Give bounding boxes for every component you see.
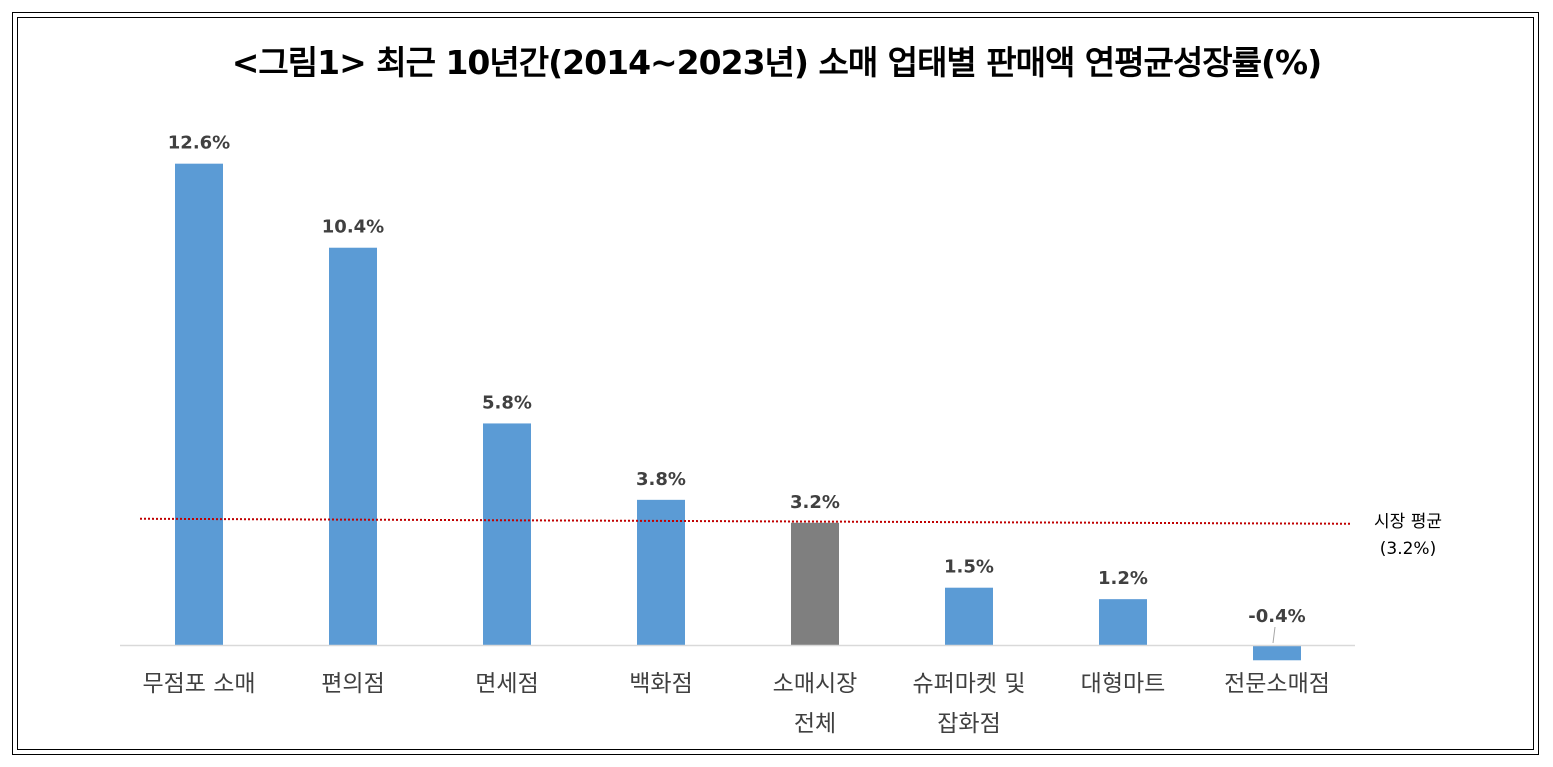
- value-label-4: 3.2%: [790, 492, 840, 513]
- category-label-2-0: 면세점: [475, 671, 538, 697]
- value-label-6: 1.2%: [1098, 568, 1148, 589]
- category-label-4-0: 소매시장: [773, 671, 858, 697]
- category-label-0-0: 무점포 소매: [142, 671, 255, 697]
- value-label-5: 1.5%: [944, 557, 994, 578]
- bar-5: [945, 587, 993, 645]
- bar-2: [483, 423, 531, 645]
- category-label-1-0: 편의점: [321, 671, 384, 697]
- bar-7: [1253, 645, 1301, 661]
- category-label-3-0: 백화점: [629, 671, 692, 697]
- value-label-0: 12.6%: [168, 133, 230, 154]
- bar-6: [1099, 599, 1147, 645]
- market-average-label-1: (3.2%): [1380, 539, 1436, 559]
- category-label-5-1: 잡화점: [937, 711, 1000, 737]
- bar-3: [637, 499, 685, 645]
- value-label-1: 10.4%: [322, 217, 384, 238]
- bar-1: [329, 247, 377, 645]
- value-label-3: 3.8%: [636, 469, 686, 490]
- category-label-7-0: 전문소매점: [1224, 671, 1330, 697]
- outer-frame: [12, 12, 1539, 755]
- category-label-5-0: 슈퍼마켓 및: [912, 671, 1025, 697]
- bar-4: [791, 522, 839, 645]
- market-average-label-0: 시장 평균: [1374, 512, 1442, 532]
- category-label-4-1: 전체: [794, 711, 836, 737]
- inner-frame: [17, 17, 1534, 750]
- chart-title: <그림1> 최근 10년간(2014~2023년) 소매 업태별 판매액 연평균…: [231, 43, 1322, 82]
- bars-group: [175, 163, 1301, 661]
- labels-group: 12.6% 10.4% 5.8% 3.8% 3.2% 1.5% 1.2% -0.4% 무점포 소…: [142, 133, 1329, 737]
- leader-line-7: [1272, 626, 1276, 644]
- reference-line-group: 시장 평균 (3.2%): [139, 512, 1442, 559]
- value-label-2: 5.8%: [482, 392, 532, 413]
- category-label-6-0: 대형마트: [1081, 671, 1166, 697]
- value-label-7: -0.4%: [1248, 606, 1305, 627]
- market-average-line: [139, 517, 1351, 525]
- bar-0: [175, 163, 223, 645]
